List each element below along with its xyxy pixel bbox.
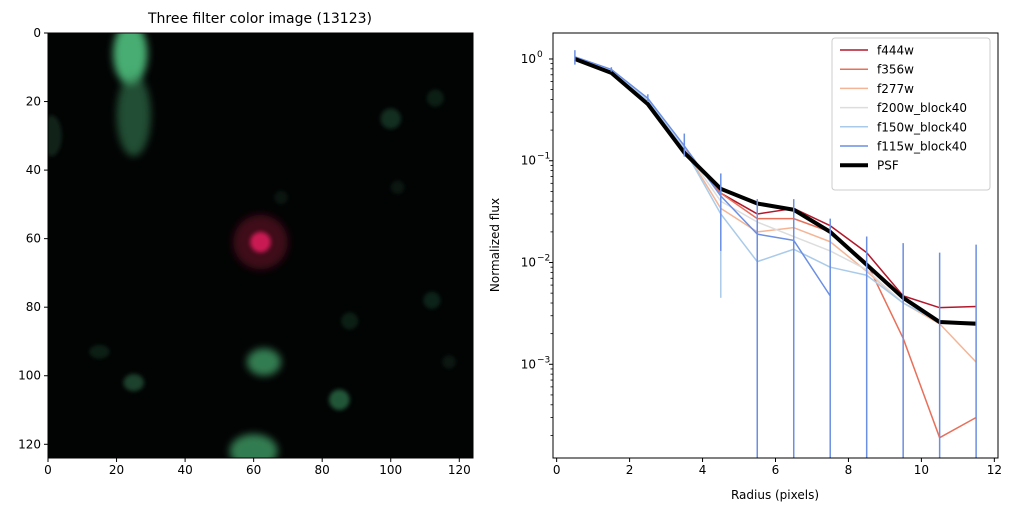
image-y-tick-label: 20	[26, 95, 41, 109]
legend-label-PSF: PSF	[877, 159, 899, 173]
plot-y-tick-exponent: 0	[537, 50, 543, 60]
image-source-4	[246, 348, 282, 376]
y-axis-label: Normalized flux	[488, 198, 502, 292]
plot-y-tick-label: 10	[521, 357, 536, 371]
series-line-f150w-block40	[574, 58, 977, 323]
image-y-tick-label: 100	[18, 369, 41, 383]
image-frame	[47, 32, 474, 459]
x-axis-label: Radius (pixels)	[731, 488, 819, 502]
legend-label-f200w-block40: f200w_block40	[877, 101, 967, 115]
plot-y-tick-label: 10	[521, 52, 536, 66]
image-source-12	[89, 344, 110, 359]
image-source-3	[233, 214, 288, 270]
plot-error-bars	[574, 50, 977, 458]
plot-x-tick-label: 6	[772, 463, 780, 477]
legend-label-f150w-block40: f150w_block40	[877, 120, 967, 134]
legend-label-f115w-block40: f115w_block40	[877, 140, 967, 154]
color-image-panel: Three filter color image (13123) 0 20 40 60…	[18, 11, 474, 477]
image-title: Three filter color image (13123)	[147, 11, 372, 27]
legend-label-f444w: f444w	[877, 44, 914, 58]
image-source-5	[229, 434, 278, 458]
plot-x-tick-label: 12	[987, 463, 1002, 477]
image-y-ticks: 0 20 40 60 80 100 120	[18, 26, 48, 451]
plot-y-tick-label: 10	[521, 154, 536, 168]
legend: f444w f356w f277w f200w_block40 f150w_block4…	[831, 37, 991, 191]
image-x-tick-label: 120	[448, 463, 471, 477]
image-source-13	[390, 180, 405, 195]
plot-x-tick-label: 2	[626, 463, 634, 477]
image-source-1	[116, 74, 151, 157]
image-y-tick-label: 120	[18, 437, 41, 451]
image-y-tick-label: 60	[26, 232, 41, 246]
plot-y-tick-label: 10	[521, 256, 536, 270]
image-source-11	[341, 312, 359, 330]
series-line-PSF	[574, 57, 977, 326]
plot-x-tick-label: 10	[914, 463, 929, 477]
plot-x-tick-label: 4	[699, 463, 707, 477]
image-x-ticks: 0 20 40 60 80 100 120	[44, 458, 471, 477]
image-sources	[48, 33, 456, 458]
image-source-7	[123, 374, 144, 392]
plot-y-tick-exponent: −1	[537, 152, 550, 162]
plot-x-tick-label: 0	[553, 463, 561, 477]
image-x-tick-label: 80	[315, 463, 330, 477]
image-x-tick-label: 0	[44, 463, 52, 477]
plot-y-tick-exponent: −2	[537, 254, 550, 264]
image-source-16	[274, 190, 288, 205]
image-source-14	[442, 355, 456, 369]
image-source-9	[426, 89, 444, 107]
plot-x-tick-label: 8	[845, 463, 853, 477]
image-x-tick-label: 40	[177, 463, 192, 477]
legend-label-f277w: f277w	[877, 82, 914, 96]
legend-box	[831, 37, 991, 191]
image-source-10	[423, 291, 441, 309]
image-source-8	[380, 108, 402, 129]
image-source-6	[329, 389, 350, 411]
image-y-tick-label: 0	[33, 26, 41, 40]
legend-label-f356w: f356w	[877, 63, 914, 77]
image-y-tick-label: 80	[26, 300, 41, 314]
image-source-0	[113, 33, 148, 85]
image-source-15	[48, 115, 62, 157]
plot-y-tick-exponent: −3	[537, 355, 550, 365]
plot-x-ticks: 0 2 4 6 8 10 12	[553, 458, 1002, 477]
image-y-tick-label: 40	[26, 163, 41, 177]
plot-series	[574, 56, 977, 439]
image-x-tick-label: 100	[379, 463, 402, 477]
image-x-tick-label: 60	[246, 463, 261, 477]
image-x-tick-label: 20	[109, 463, 124, 477]
